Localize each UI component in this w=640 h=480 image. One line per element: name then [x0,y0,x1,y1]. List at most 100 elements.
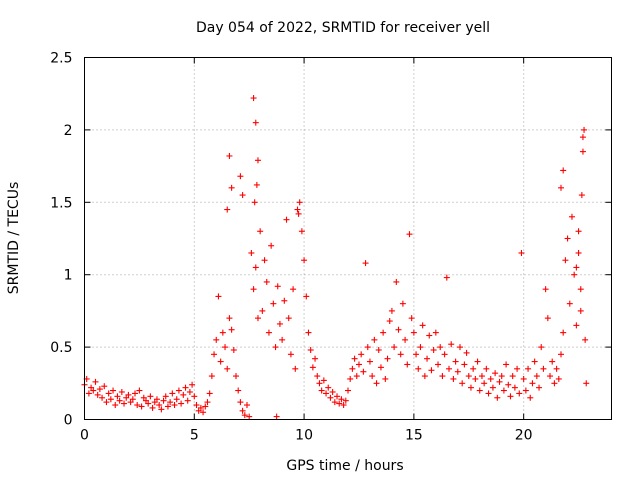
data-point [329,388,336,395]
data-point [435,361,442,368]
data-point [448,341,455,348]
data-point [404,361,411,368]
data-point [579,148,586,155]
data-point [171,402,178,409]
x-tick-label: 20 [515,428,533,444]
data-point [294,206,301,213]
x-tick-label: 0 [80,428,89,444]
data-point [318,387,325,394]
data-point [353,373,360,380]
data-point [366,358,373,365]
data-point [358,351,365,358]
data-point [251,199,258,206]
data-point [134,402,141,409]
data-point [562,257,569,264]
data-point [193,402,200,409]
data-point [153,396,160,403]
data-point [430,346,437,353]
data-point [270,300,277,307]
data-point [507,393,514,400]
data-point [525,365,532,372]
data-point [432,329,439,336]
data-point [178,400,185,407]
data-point [573,264,580,271]
data-point [226,152,233,159]
data-point [118,388,125,395]
data-point [555,375,562,382]
data-point [272,344,279,351]
data-point [301,257,308,264]
data-point [566,300,573,307]
data-point [327,394,334,401]
data-point [215,293,222,300]
data-point [428,367,435,374]
data-point [250,286,257,293]
chart-title: Day 054 of 2022, SRMTID for receiver yel… [196,20,490,36]
data-point [450,375,457,382]
data-point [296,199,303,206]
data-point [261,257,268,264]
data-point [557,351,564,358]
data-point [224,206,231,213]
data-point [503,361,510,368]
data-point [217,358,224,365]
data-point [583,380,590,387]
data-point [145,400,152,407]
data-point [158,406,165,413]
data-point [410,329,417,336]
data-point [202,403,209,410]
data-point [415,365,422,372]
data-point [254,157,261,164]
data-point [252,119,259,126]
data-point [285,315,292,322]
data-point [136,387,143,394]
data-point [156,402,163,409]
y-tick-label: 0.5 [50,340,72,356]
data-point [470,365,477,372]
data-point [259,307,266,314]
data-point [334,393,341,400]
data-point [243,402,250,409]
data-point [461,361,468,368]
data-point [582,336,589,343]
data-point [138,403,145,410]
data-point [452,358,459,365]
data-point [186,388,193,395]
data-point [149,404,156,411]
data-point [197,404,204,411]
data-point [200,409,207,416]
data-point [164,403,171,410]
data-point [132,390,139,397]
data-point [446,365,453,372]
data-point [290,286,297,293]
y-tick-label: 2.5 [50,51,72,67]
data-point [472,375,479,382]
data-point [529,380,536,387]
data-point [182,384,189,391]
data-point [373,380,380,387]
data-point [397,351,404,358]
data-point [309,364,316,371]
data-point [557,184,564,191]
data-point [175,387,182,394]
data-point [105,390,112,397]
data-point [511,384,518,391]
data-point [408,315,415,322]
data-point [314,373,321,380]
data-point [222,344,229,351]
data-point [274,283,281,290]
data-point [279,336,286,343]
data-point [295,210,302,217]
data-point [402,336,409,343]
data-point [500,387,507,394]
data-point [399,300,406,307]
data-point [467,384,474,391]
data-point [547,373,554,380]
data-point [421,373,428,380]
data-point [505,381,512,388]
data-point [92,378,99,385]
plot-frame [84,57,612,420]
data-point [325,384,332,391]
data-point [417,344,424,351]
data-point [228,326,235,333]
